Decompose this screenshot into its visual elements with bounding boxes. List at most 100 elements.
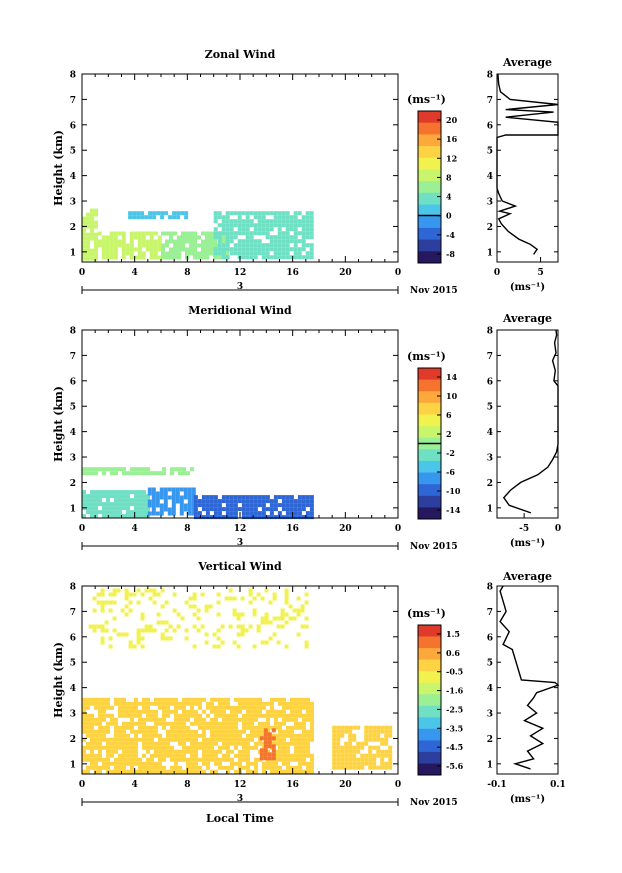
heat-cell	[249, 247, 254, 252]
heat-cell	[177, 247, 181, 252]
heat-cell	[102, 761, 106, 766]
heat-cell	[142, 510, 146, 515]
heat-cell	[186, 769, 190, 774]
heat-cell	[294, 737, 298, 742]
heat-cell	[233, 515, 238, 520]
heat-cell	[306, 745, 310, 750]
heat-cell	[142, 701, 146, 706]
colorbar-tick-label: -4	[446, 230, 455, 240]
heat-cell	[290, 709, 294, 714]
heat-cell	[210, 705, 214, 710]
heat-cell	[256, 592, 261, 597]
heat-cell	[242, 701, 246, 706]
heat-cell	[169, 235, 173, 240]
heat-cell	[114, 498, 118, 503]
heat-cell	[310, 737, 314, 742]
heat-cell	[108, 608, 113, 613]
heat-cell	[138, 717, 142, 722]
heat-cell	[94, 212, 98, 217]
heat-cell	[154, 741, 158, 746]
heat-cell	[210, 749, 214, 754]
heat-cell	[166, 745, 170, 750]
heat-cell	[193, 503, 198, 508]
heat-cell	[102, 709, 106, 714]
heat-cell	[265, 499, 270, 504]
heat-cell	[114, 510, 118, 515]
heat-cell	[240, 596, 245, 601]
meridional-wind-panel: Meridional Wind Height (km) 3 Nov 2015 (…	[52, 304, 561, 552]
y-tick-label: 4	[70, 428, 76, 438]
heat-cell	[229, 515, 234, 520]
colorbar-tick-label: 8	[446, 172, 452, 182]
heat-cell	[271, 748, 276, 753]
heat-cell	[225, 235, 230, 240]
profile-x-tick-label: -0.1	[487, 780, 506, 790]
heat-cell	[117, 243, 122, 248]
heat-cell	[348, 749, 353, 754]
heat-cell	[202, 709, 206, 714]
heat-cell	[138, 713, 142, 718]
heat-cell	[222, 729, 226, 734]
profile-y-tick-label: 7	[487, 96, 493, 106]
panel-title: Vertical Wind	[197, 560, 282, 573]
heat-cell	[309, 515, 314, 520]
heat-cell	[94, 721, 98, 726]
heat-cell	[245, 515, 250, 520]
heat-cell	[106, 697, 110, 702]
heat-cell	[108, 636, 113, 641]
heat-cell	[293, 515, 298, 520]
heat-cell	[159, 503, 164, 508]
heat-cell	[261, 507, 266, 512]
heat-cell	[151, 511, 156, 516]
heat-cell	[86, 471, 90, 476]
heat-cell	[98, 490, 102, 495]
heat-cell	[90, 745, 94, 750]
x-tick-label: 0	[79, 268, 85, 278]
x-tick-label: 8	[184, 268, 190, 278]
heat-cell	[176, 211, 181, 216]
heat-cell	[261, 511, 266, 516]
heat-cell	[153, 239, 158, 244]
heat-cell	[242, 757, 246, 762]
heat-cell	[310, 721, 314, 726]
heat-cell	[146, 733, 150, 738]
heat-cell	[268, 620, 273, 625]
heat-cell	[174, 733, 178, 738]
heat-cell	[126, 709, 130, 714]
heat-cell	[187, 503, 192, 508]
heat-cell	[206, 765, 210, 770]
heat-cell	[82, 697, 86, 702]
heat-cell	[356, 741, 361, 746]
heat-cell	[126, 757, 130, 762]
heat-cell	[232, 596, 237, 601]
heat-cell	[213, 247, 218, 252]
heat-cell	[294, 713, 298, 718]
heat-cell	[174, 713, 178, 718]
heat-cell	[142, 761, 146, 766]
heat-cell	[257, 219, 262, 224]
heat-cell	[90, 510, 94, 515]
heat-cell	[178, 729, 182, 734]
heat-cell	[213, 235, 218, 240]
heat-cell	[120, 632, 125, 637]
heat-cell	[165, 231, 169, 236]
profile-x-label: (ms⁻¹)	[510, 282, 545, 293]
heat-cell	[186, 709, 190, 714]
heat-cell	[154, 713, 158, 718]
heat-cell	[249, 235, 254, 240]
x-tick-label: 8	[184, 524, 190, 534]
heat-cell	[150, 717, 154, 722]
heat-cell	[122, 749, 126, 754]
heat-cell	[285, 515, 290, 520]
heat-cell	[130, 749, 134, 754]
heat-cell	[269, 507, 274, 512]
heat-cell	[134, 506, 138, 511]
heat-cell	[222, 753, 226, 758]
heat-cell	[146, 713, 150, 718]
heat-cell	[202, 737, 206, 742]
heat-cell	[125, 243, 130, 248]
heat-cell	[114, 514, 118, 519]
heat-cell	[150, 761, 154, 766]
month-label: Nov 2015	[410, 542, 458, 552]
heat-cell	[186, 757, 190, 762]
